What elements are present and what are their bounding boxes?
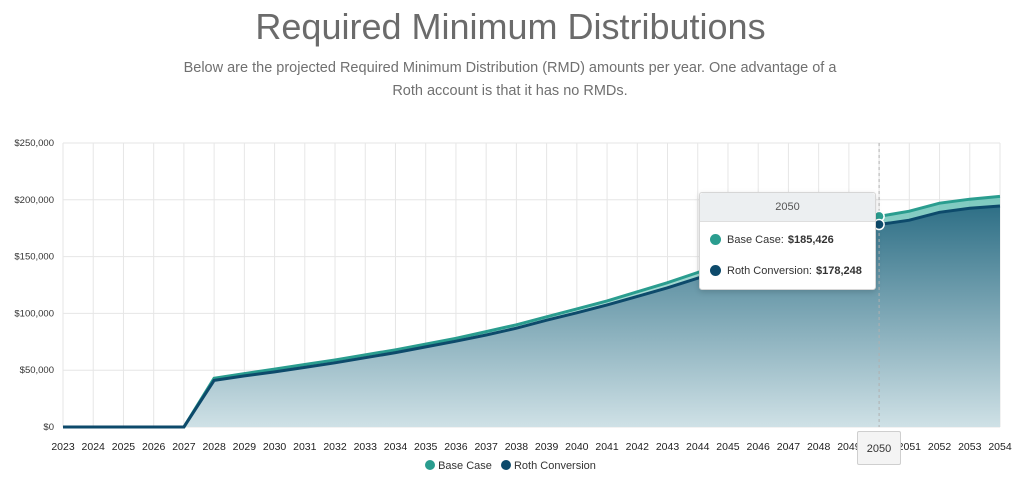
tooltip-base-label: Base Case:	[727, 234, 784, 246]
x-tick-label: 2037	[474, 441, 498, 453]
y-tick-label: $100,000	[14, 308, 54, 319]
chart-legend: Base Case Roth Conversion	[0, 460, 1021, 472]
page-subtitle: Below are the projected Required Minimum…	[183, 60, 837, 99]
x-tick-label: 2035	[414, 441, 438, 453]
axes: $0 $50,000 $100,000 $150,000 $200,000 $250,00…	[14, 138, 1011, 453]
crosshair-x-label: 2050	[857, 431, 901, 465]
base-case-dot-icon	[710, 234, 721, 245]
chart-tooltip: 2050 Base Case: $185,426 Roth Conversion:…	[699, 192, 876, 290]
x-tick-label: 2028	[202, 441, 226, 453]
tooltip-roth-label: Roth Conversion:	[727, 265, 812, 277]
x-tick-label: 2032	[323, 441, 347, 453]
x-tick-label: 2045	[716, 441, 740, 453]
x-tick-label: 2025	[112, 441, 136, 453]
x-tick-label: 2029	[233, 441, 257, 453]
x-tick-label: 2042	[626, 441, 650, 453]
x-tick-label: 2038	[505, 441, 529, 453]
legend-base-label: Base Case	[438, 460, 492, 472]
x-tick-label: 2026	[142, 441, 166, 453]
x-tick-label: 2054	[988, 441, 1012, 453]
y-tick-label: $150,000	[14, 252, 54, 263]
x-tick-label: 2024	[82, 441, 106, 453]
x-tick-label: 2052	[928, 441, 952, 453]
tooltip-base-value: $185,426	[787, 234, 834, 246]
x-tick-label: 2040	[565, 441, 589, 453]
x-tick-label: 2044	[686, 441, 710, 453]
tooltip-row-roth: Roth Conversion: $178,248	[710, 263, 862, 279]
x-tick-label: 2053	[958, 441, 982, 453]
legend-base-dot-icon	[425, 460, 436, 470]
legend-roth-label: Roth Conversion	[513, 460, 596, 472]
x-tick-label: 2034	[384, 441, 408, 453]
y-tick-label: $250,000	[14, 138, 54, 149]
x-tick-label: 2047	[777, 441, 801, 453]
page-title: Required Minimum Distributions	[255, 6, 766, 47]
y-tick-label: $0	[43, 422, 54, 433]
x-tick-label: 2046	[747, 441, 771, 453]
legend-item-base-case[interactable]: Base Case	[425, 460, 492, 472]
x-tick-label: 2049	[837, 441, 861, 453]
x-tick-label: 2031	[293, 441, 317, 453]
x-tick-label: 2043	[656, 441, 680, 453]
tooltip-roth-value: $178,248	[816, 265, 862, 277]
x-tick-label: 2030	[263, 441, 287, 453]
legend-item-roth-conversion[interactable]: Roth Conversion	[500, 460, 596, 472]
y-tick-label: $50,000	[20, 365, 54, 376]
y-tick-label: $200,000	[14, 195, 54, 206]
x-tick-label: 2048	[807, 441, 831, 453]
x-tick-label: 2033	[354, 441, 378, 453]
legend-roth-dot-icon	[500, 460, 511, 470]
tooltip-title: 2050	[700, 193, 875, 222]
x-tick-label: 2041	[595, 441, 619, 453]
x-tick-label: 2027	[172, 441, 196, 453]
x-tick-label: 2023	[51, 441, 75, 453]
x-tick-label: 2039	[535, 441, 559, 453]
roth-conversion-dot-icon	[710, 265, 721, 276]
tooltip-row-base: Base Case: $185,426	[710, 232, 834, 248]
x-tick-label: 2036	[444, 441, 468, 453]
x-tick-label: 2051	[898, 441, 922, 453]
